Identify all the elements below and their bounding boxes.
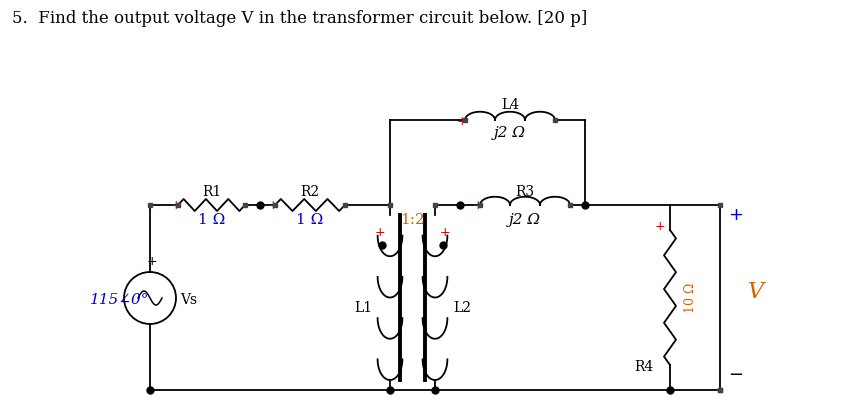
Text: R3: R3: [515, 185, 534, 199]
Text: 1 Ω: 1 Ω: [297, 213, 324, 227]
Bar: [463, 118, 467, 122]
Bar: [148, 388, 153, 392]
Text: +: +: [268, 199, 278, 212]
Text: +: +: [440, 227, 451, 239]
Text: j2 Ω: j2 Ω: [494, 126, 526, 140]
Text: 1:2: 1:2: [400, 213, 425, 227]
Bar: [717, 388, 722, 392]
Bar: [148, 388, 153, 392]
Bar: [432, 388, 438, 392]
Bar: [175, 203, 180, 207]
Text: +: +: [147, 255, 158, 268]
Bar: [148, 203, 153, 207]
Bar: [567, 203, 572, 207]
Text: +: +: [457, 115, 467, 128]
Bar: [717, 388, 722, 392]
Text: +: +: [654, 220, 665, 233]
Text: 115∠0°: 115∠0°: [90, 293, 149, 307]
Bar: [478, 203, 482, 207]
Text: R1: R1: [201, 185, 221, 199]
Text: V: V: [748, 281, 764, 303]
Text: 5.  Find the output voltage V in the transformer circuit below. [20 p]: 5. Find the output voltage V in the tran…: [12, 10, 588, 27]
Bar: [343, 203, 347, 207]
Text: j2 Ω: j2 Ω: [509, 213, 541, 227]
Text: R4: R4: [635, 360, 654, 374]
Text: Vs: Vs: [180, 293, 197, 307]
Text: +: +: [728, 206, 743, 224]
Text: 1 Ω: 1 Ω: [198, 213, 225, 227]
Bar: [273, 203, 277, 207]
Text: L4: L4: [501, 98, 519, 112]
Text: R2: R2: [300, 185, 319, 199]
Text: +: +: [374, 227, 385, 239]
Bar: [553, 118, 557, 122]
Text: −: −: [728, 366, 744, 384]
Text: 10 Ω: 10 Ω: [684, 282, 697, 312]
Bar: [717, 203, 722, 207]
Text: L2: L2: [453, 300, 471, 315]
Text: L1: L1: [354, 300, 372, 315]
Bar: [388, 388, 392, 392]
Text: +: +: [473, 199, 483, 212]
Text: +: +: [170, 199, 181, 212]
Bar: [432, 203, 438, 207]
Bar: [388, 203, 392, 207]
Bar: [243, 203, 247, 207]
